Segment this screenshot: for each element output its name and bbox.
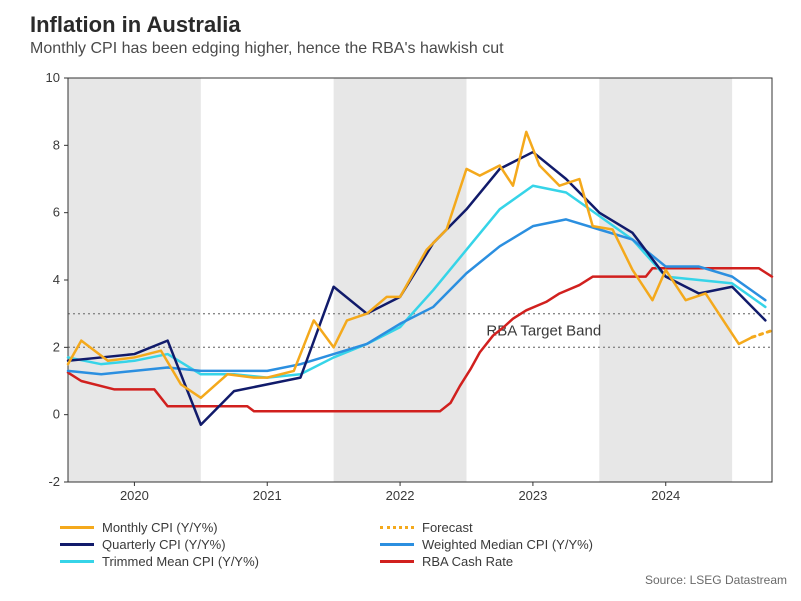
svg-text:2022: 2022 xyxy=(386,488,415,503)
svg-text:6: 6 xyxy=(53,205,60,220)
svg-text:8: 8 xyxy=(53,137,60,152)
legend-item: Weighted Median CPI (Y/Y%) xyxy=(380,537,700,552)
svg-text:4: 4 xyxy=(53,272,60,287)
legend: Monthly CPI (Y/Y%) Forecast Quarterly CPI … xyxy=(60,520,760,571)
svg-text:-2: -2 xyxy=(48,474,60,489)
svg-text:2024: 2024 xyxy=(651,488,680,503)
legend-label: Monthly CPI (Y/Y%) xyxy=(102,520,218,535)
chart-container: Inflation in Australia Monthly CPI has b… xyxy=(0,0,801,601)
source-label: Source: LSEG Datastream xyxy=(645,573,787,587)
svg-text:0: 0 xyxy=(53,407,60,422)
legend-label: Weighted Median CPI (Y/Y%) xyxy=(422,537,593,552)
legend-swatch xyxy=(380,526,414,529)
legend-item: RBA Cash Rate xyxy=(380,554,700,569)
chart-svg: RBA Target Band -2 0 2 4 6 8 10 2020 2021 2022 202… xyxy=(40,70,780,510)
legend-item: Trimmed Mean CPI (Y/Y%) xyxy=(60,554,380,569)
legend-swatch xyxy=(60,526,94,529)
svg-text:2023: 2023 xyxy=(518,488,547,503)
legend-label: Forecast xyxy=(422,520,473,535)
chart-subtitle: Monthly CPI has been edging higher, henc… xyxy=(30,40,504,58)
svg-text:10: 10 xyxy=(46,70,60,85)
legend-item: Quarterly CPI (Y/Y%) xyxy=(60,537,380,552)
legend-swatch xyxy=(60,560,94,563)
svg-text:2020: 2020 xyxy=(120,488,149,503)
legend-swatch xyxy=(380,560,414,563)
legend-item: Forecast xyxy=(380,520,700,535)
svg-text:2021: 2021 xyxy=(253,488,282,503)
legend-label: Trimmed Mean CPI (Y/Y%) xyxy=(102,554,259,569)
svg-text:2: 2 xyxy=(53,339,60,354)
legend-swatch xyxy=(380,543,414,546)
legend-item: Monthly CPI (Y/Y%) xyxy=(60,520,380,535)
legend-swatch xyxy=(60,543,94,546)
chart-title: Inflation in Australia xyxy=(30,12,241,38)
legend-label: Quarterly CPI (Y/Y%) xyxy=(102,537,226,552)
svg-text:RBA Target Band: RBA Target Band xyxy=(486,323,601,340)
legend-label: RBA Cash Rate xyxy=(422,554,513,569)
